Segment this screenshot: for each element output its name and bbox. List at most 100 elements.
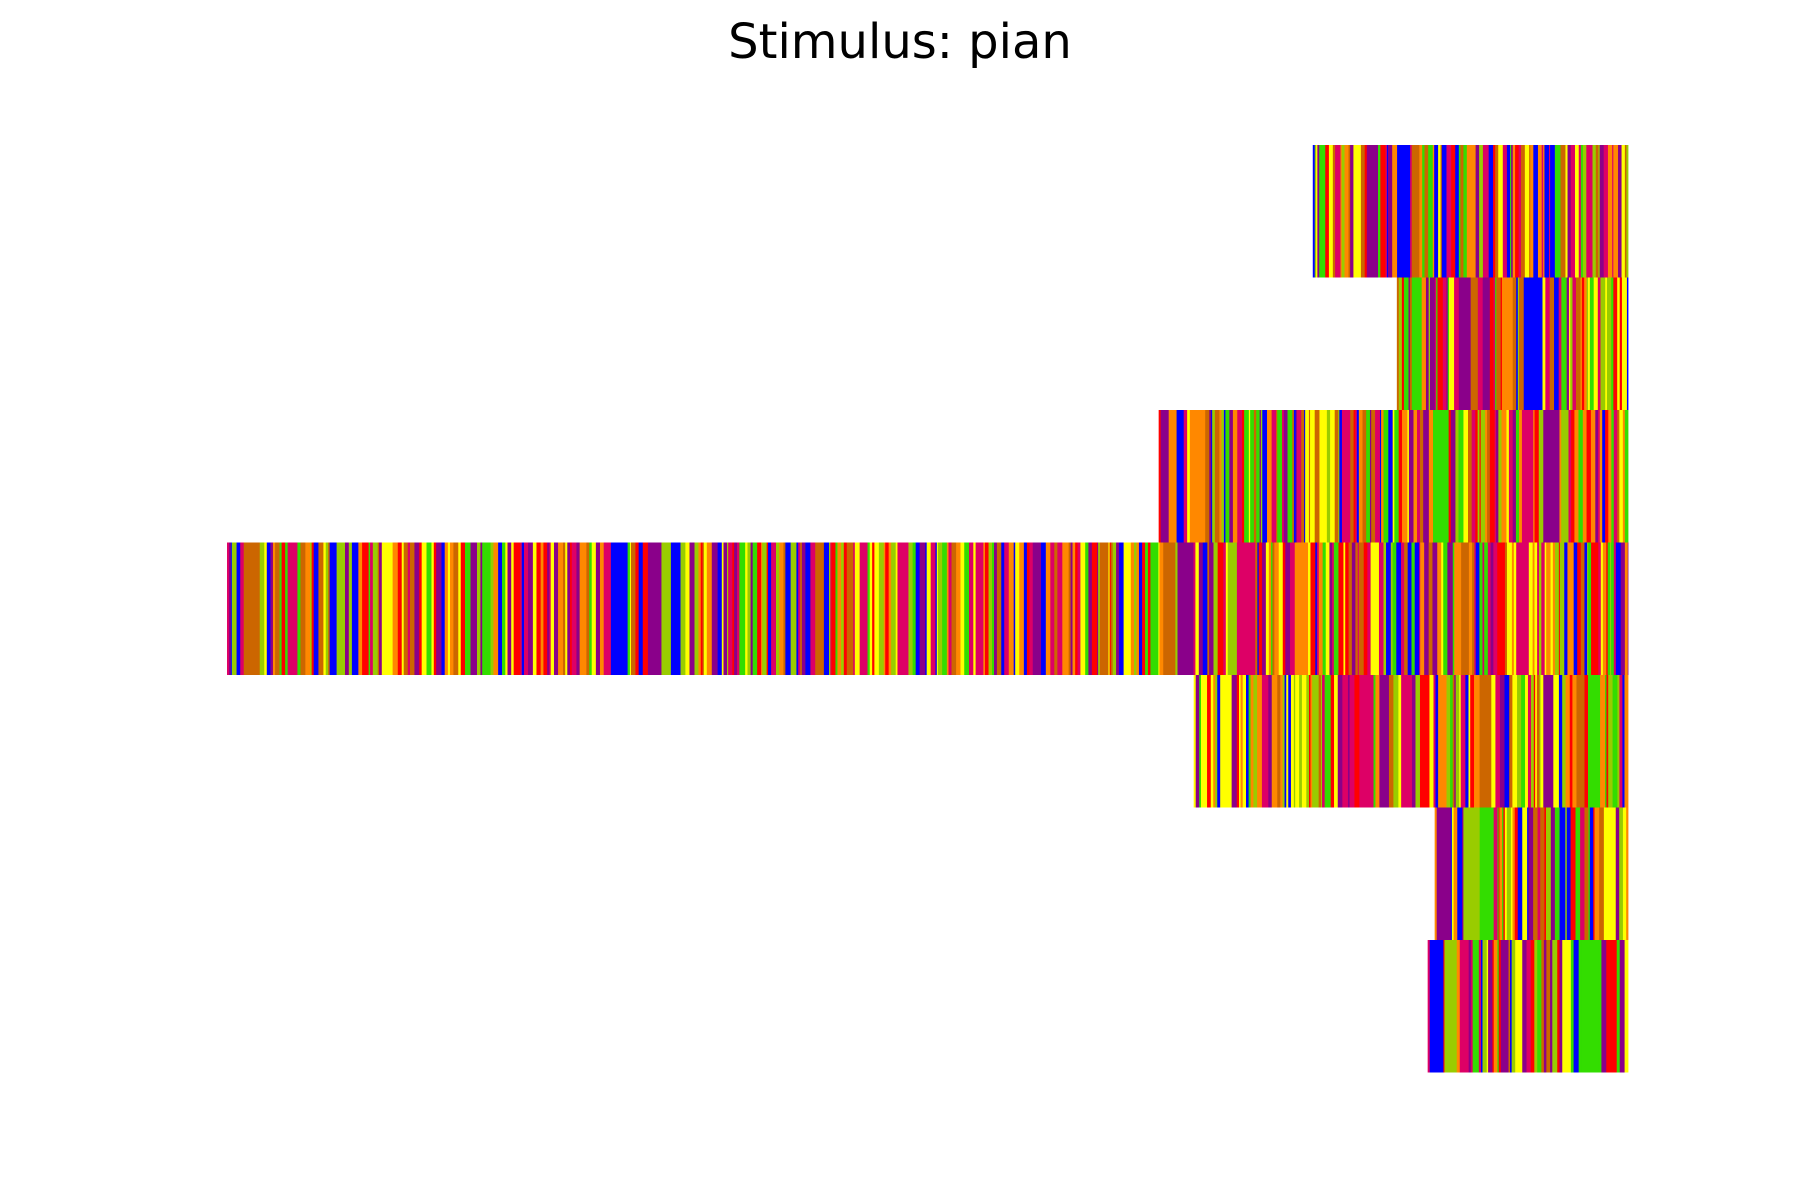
raster-stripe (540, 542, 544, 675)
raster-stripe (1318, 542, 1322, 675)
raster-stripe (453, 542, 459, 675)
raster-stripe (796, 542, 799, 675)
raster-stripe (1183, 410, 1188, 543)
raster-stripe (1458, 145, 1461, 278)
raster-stripe (1538, 542, 1542, 675)
raster-stripe (1520, 542, 1526, 675)
raster-stripe (1286, 675, 1289, 808)
raster-stripe (1500, 277, 1503, 410)
raster-stripe (1353, 410, 1356, 543)
raster-stripe (1470, 940, 1474, 1073)
raster-stripe (407, 542, 411, 675)
raster-stripe (991, 542, 995, 675)
raster-stripe (1581, 940, 1599, 1073)
raster-stripe (994, 542, 998, 675)
raster-stripe (1242, 410, 1245, 543)
raster-stripe (1434, 145, 1439, 278)
raster-stripe (1546, 542, 1551, 675)
raster-stripe (458, 542, 462, 675)
raster-stripe (1515, 940, 1519, 1073)
raster-stripe (1341, 145, 1344, 278)
raster-stripe (1436, 277, 1438, 410)
raster-stripe (1231, 675, 1236, 808)
raster-stripe (1575, 277, 1581, 410)
raster-stripe (1221, 410, 1225, 543)
raster-stripe (1271, 675, 1277, 808)
raster-stripe (1476, 940, 1480, 1073)
raster-stripe (1600, 675, 1606, 808)
raster-stripe (1503, 807, 1506, 940)
raster-stripe (227, 542, 230, 675)
raster-stripe (1308, 542, 1311, 675)
raster-stripe (1029, 542, 1034, 675)
raster-stripe (1575, 940, 1580, 1073)
raster-stripe (1546, 940, 1551, 1073)
raster-stripe (1375, 675, 1380, 808)
raster-stripe (685, 542, 690, 675)
raster-stripe (1282, 542, 1286, 675)
raster-stripe (1276, 410, 1278, 543)
raster-stripe (1495, 145, 1499, 278)
raster-stripe (1460, 145, 1464, 278)
raster-stripe (1517, 277, 1520, 410)
raster-stripe (589, 542, 593, 675)
raster-stripe (1613, 542, 1617, 675)
raster-stripe (1325, 542, 1330, 675)
raster-stripe (1515, 145, 1520, 278)
raster-stripe (630, 542, 636, 675)
raster-stripe (1023, 542, 1028, 675)
raster-stripe (1484, 145, 1490, 278)
raster-stripe (1330, 675, 1335, 808)
raster-stripe (1179, 410, 1183, 543)
raster-stripe (1378, 542, 1384, 675)
raster-stripe (1373, 542, 1380, 675)
raster-stripe (1305, 410, 1310, 543)
raster-stripe (1432, 145, 1435, 278)
raster-stripe (1615, 542, 1622, 675)
raster-stripe (829, 542, 831, 675)
raster-stripe (1513, 542, 1517, 675)
raster-stripe (1619, 410, 1624, 543)
raster-stripe (1570, 940, 1574, 1073)
raster-row-3 (1158, 410, 1629, 543)
raster-stripe (1502, 807, 1504, 940)
raster-stripe (1428, 542, 1433, 675)
raster-stripe (1571, 410, 1575, 543)
raster-stripe (1611, 410, 1615, 543)
raster-stripe (1474, 675, 1479, 808)
raster-stripe (1284, 675, 1287, 808)
raster-stripe (1475, 410, 1479, 543)
raster-stripe (1267, 410, 1273, 543)
raster-stripe (397, 542, 403, 675)
raster-stripe (1401, 675, 1405, 808)
raster-stripe (1436, 410, 1450, 543)
raster-stripe (524, 542, 527, 675)
raster-stripe (785, 542, 789, 675)
raster-stripe (1525, 542, 1530, 675)
raster-stripe (1195, 542, 1200, 675)
raster-stripe (1253, 675, 1258, 808)
raster-stripe (1109, 542, 1112, 675)
raster-stripe (1433, 277, 1436, 410)
raster-stripe (841, 542, 845, 675)
raster-stripe (1200, 675, 1205, 808)
raster-stripe (1440, 145, 1443, 278)
raster-stripe (1479, 145, 1484, 278)
raster-stripe (1393, 675, 1399, 808)
raster-stripe (460, 542, 466, 675)
raster-stripe (1584, 675, 1589, 808)
raster-stripe (1220, 675, 1233, 808)
raster-stripe (1324, 410, 1328, 543)
raster-stripe (1491, 675, 1496, 808)
raster-stripe (591, 542, 597, 675)
raster-stripe (745, 542, 748, 675)
raster-stripe (1550, 542, 1554, 675)
raster-stripe (1573, 542, 1578, 675)
raster-stripe (1330, 410, 1336, 543)
raster-stripe (1624, 145, 1627, 278)
raster-stripe (1566, 277, 1570, 410)
raster-stripe (1474, 542, 1477, 675)
raster-stripe (1427, 940, 1431, 1073)
raster-stripe (1539, 675, 1541, 808)
raster-stripe (1123, 542, 1132, 675)
